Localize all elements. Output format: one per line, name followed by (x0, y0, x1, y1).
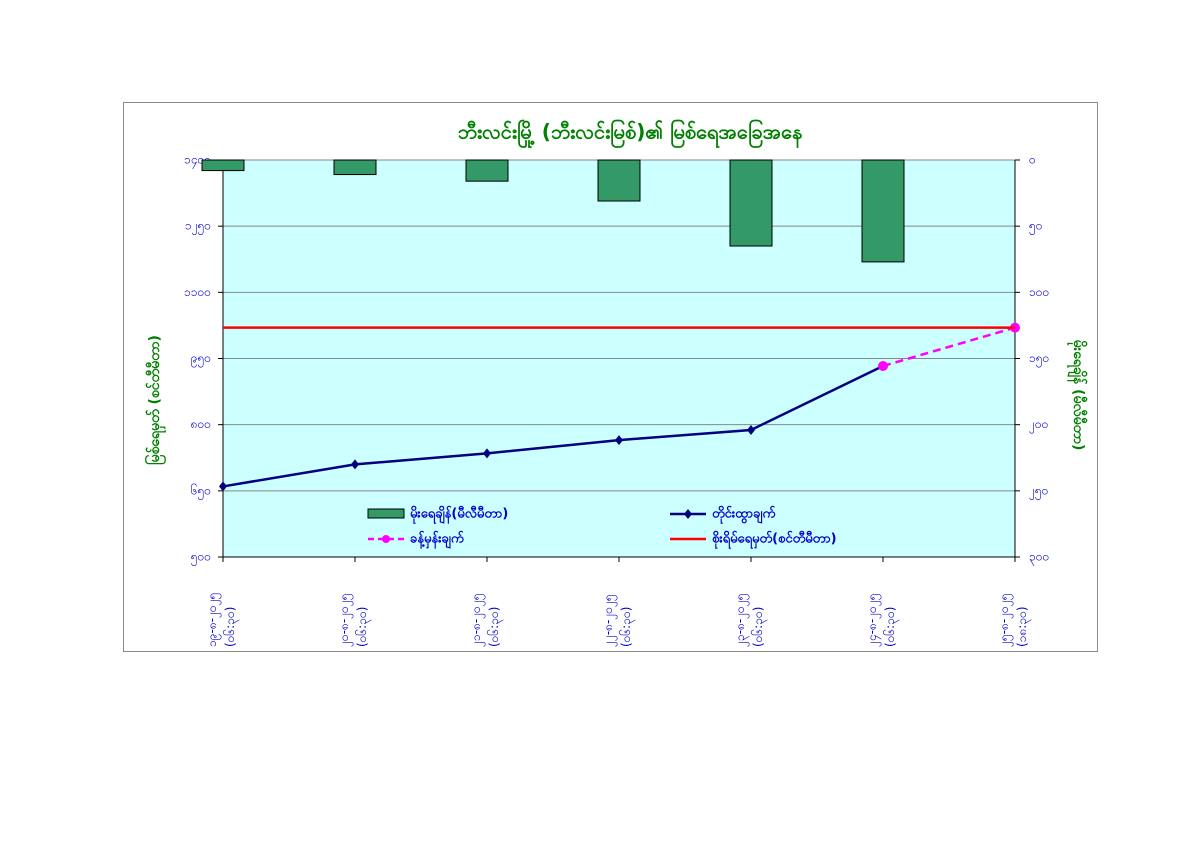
bar (201, 159, 245, 172)
y-tick-label: ၆၅၀ (191, 482, 211, 500)
y-tick-label: ၈၀၀ (191, 417, 211, 431)
x-tick-label-box: ၂၅-၈-၂၀၂၅ (၁၈:၃၀) (997, 593, 1029, 647)
x-tick-label-box: ၁၉-၈-၂၀၂၅ (၀၆:၃၀) (205, 592, 237, 647)
y2-tick-label: ၁၀၀ (1029, 285, 1049, 299)
x-tick-label: ၂၁-၈-၂၀၂၅ (၀၆:၃၀) (469, 593, 501, 647)
y-tick-label: ၁၂၅၀ (185, 219, 211, 236)
x-tick-label-box: ၂၀-၈-၂၀၂၅ (၀၆:၃၀) (337, 593, 369, 647)
bar (333, 159, 377, 176)
bar (597, 159, 641, 202)
legend-marker (382, 535, 390, 543)
bar (729, 159, 773, 247)
y2-tick-label: ၃၀၀ (1029, 550, 1049, 567)
y2-tick-label: ၂၀၀ (1029, 417, 1048, 434)
y-axis-label: မြစ်ရေမှတ် (စင်တီမီတာ) (145, 335, 166, 465)
x-tick-label: ၂၅-၈-၂၀၂၅ (၁၈:၃၀) (997, 593, 1029, 647)
x-tick-label: ၂၄-၈-၂၀၂၅ (၀၆:၃၀) (865, 593, 897, 647)
line (882, 326, 1016, 368)
x-tick-label: ၂၂-၈-၂၀၂၅ (၀၆:၃၀) (601, 594, 633, 647)
marker (483, 448, 491, 459)
y2-axis-label: မိုးရေချိန် (မီလီမီတာ) (1067, 340, 1087, 451)
legend-swatch (367, 508, 405, 519)
bar (861, 159, 905, 263)
marker (747, 424, 755, 435)
y2-tick-label: ၅၀ (1029, 219, 1043, 236)
marker (615, 435, 623, 446)
y-tick-label: ၁၁၀၀ (184, 285, 211, 299)
y-tick-label: ၅၀၀ (191, 550, 211, 567)
line (222, 364, 884, 488)
y2-tick-label: ၁၅၀ (1029, 351, 1049, 368)
bar (465, 159, 509, 182)
legend-label: တိုင်းထွာချက် (712, 505, 775, 525)
legend-label: ခန့်မှန်းချက် (410, 530, 464, 550)
legend-label: စိုးရိမ်ရေမှတ်(စင်တီမီတာ) (712, 530, 837, 550)
legend-label: မိုးရေချိန်(မီလီမီတာ) (410, 505, 508, 525)
y2-tick-label: ၀ (1029, 153, 1036, 167)
y-tick-label: ၉၅၀ (191, 351, 211, 368)
y2-tick-label: ၂၅၀ (1029, 483, 1048, 500)
x-tick-label-box: ၂၁-၈-၂၀၂၅ (၀၆:၃၀) (469, 593, 501, 647)
marker (351, 459, 359, 470)
x-tick-label-box: ၂၃-၈-၂၀၂၅ (၀၆:၃၀) (733, 593, 765, 647)
x-tick-label-box: ၂၄-၈-၂၀၂၅ (၀၆:၃၀) (865, 593, 897, 647)
legend-marker (684, 509, 692, 519)
x-tick-label: ၂၀-၈-၂၀၂၅ (၀၆:၃၀) (337, 593, 369, 647)
x-tick-label-box: ၂၂-၈-၂၀၂၅ (၀၆:၃၀) (601, 594, 633, 647)
x-tick-label: ၂၃-၈-၂၀၂၅ (၀၆:၃၀) (733, 593, 765, 647)
marker (878, 360, 888, 371)
marker (219, 481, 227, 492)
x-tick-label: ၁၉-၈-၂၀၂၅ (၀၆:၃၀) (205, 592, 237, 647)
